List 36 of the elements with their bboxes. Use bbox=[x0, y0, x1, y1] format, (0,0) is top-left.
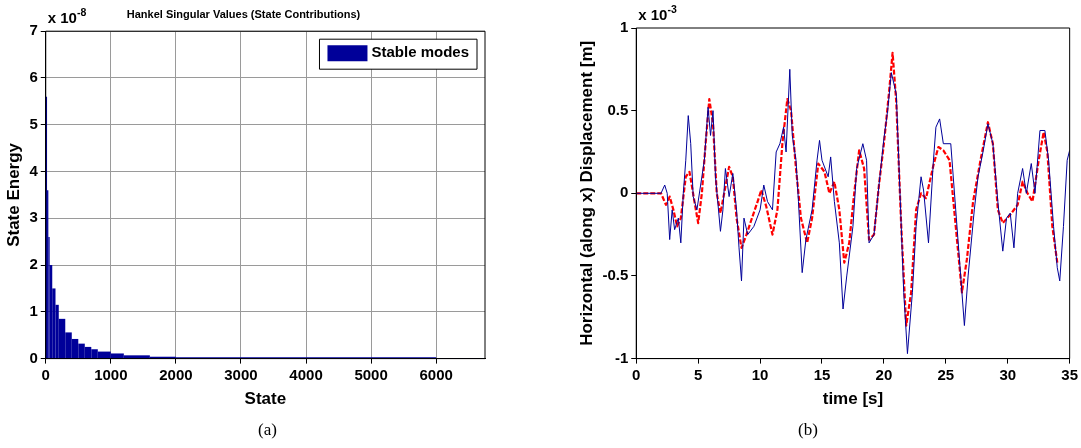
legend-label: Stable modes bbox=[371, 43, 469, 61]
y-tick-label: -0.5 bbox=[602, 266, 629, 284]
x-tick-label: 0 bbox=[41, 365, 50, 383]
y-tick-label: 0 bbox=[619, 183, 629, 201]
x-tick-label: 1000 bbox=[94, 365, 128, 383]
y-tick-label: 1 bbox=[29, 301, 38, 319]
y-axis-title: State Energy bbox=[3, 142, 23, 247]
y-tick-label: 5 bbox=[29, 114, 38, 132]
x-axis-title: State bbox=[244, 389, 287, 409]
y-tick-label: 0 bbox=[29, 348, 38, 366]
y-tick-label: 0.5 bbox=[607, 100, 629, 118]
chart-title: Hankel Singular Values (State Contributions) bbox=[126, 7, 361, 20]
y-tick-label: 6 bbox=[29, 68, 38, 86]
x-tick-label: 35 bbox=[1061, 365, 1078, 383]
x-axis-title: time [s] bbox=[822, 389, 884, 409]
x-tick-label: 2000 bbox=[159, 365, 193, 383]
x-tick-label: 10 bbox=[751, 365, 769, 383]
x-tick-label: 0 bbox=[632, 365, 641, 383]
x-tick-label: 5000 bbox=[354, 365, 388, 383]
y-tick-label: 2 bbox=[29, 255, 38, 273]
text: (b) bbox=[797, 420, 819, 440]
y-axis-title: Horizontal (along x) Displacement [m] bbox=[576, 40, 596, 346]
x-tick-label: 30 bbox=[999, 365, 1017, 383]
y-tick-label: 7 bbox=[29, 21, 38, 39]
y-tick-label: 3 bbox=[29, 208, 38, 226]
x-tick-label: 3000 bbox=[224, 365, 258, 383]
y-tick-label: -1 bbox=[614, 348, 629, 366]
x-tick-label: 15 bbox=[813, 365, 831, 383]
text: (a) bbox=[257, 420, 278, 440]
x-tick-label: 4000 bbox=[289, 365, 323, 383]
x-tick-label: 20 bbox=[875, 365, 893, 383]
y-tick-label: 4 bbox=[29, 161, 39, 179]
y-tick-label: 1 bbox=[619, 18, 629, 36]
x-tick-label: 6000 bbox=[419, 365, 453, 383]
x-tick-label: 5 bbox=[693, 365, 703, 383]
x-tick-label: 25 bbox=[937, 365, 955, 383]
